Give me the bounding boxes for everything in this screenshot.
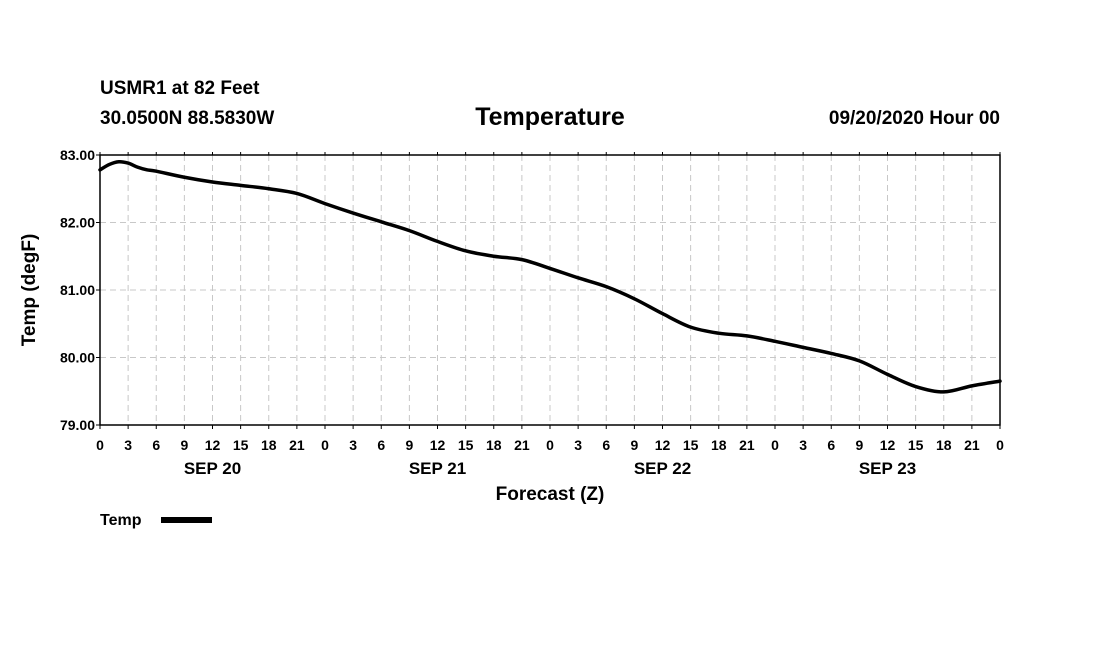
x-tick-label: 3	[799, 437, 807, 453]
x-tick-label: 15	[458, 437, 474, 453]
x-tick-label: 15	[683, 437, 699, 453]
x-tick-label: 12	[205, 437, 221, 453]
x-tick-label: 12	[880, 437, 896, 453]
x-tick-label: 6	[377, 437, 385, 453]
x-tick-label: 0	[96, 437, 104, 453]
series-line-temp	[98, 159, 1002, 394]
x-tick-label: 18	[936, 437, 952, 453]
x-tick-label: 3	[574, 437, 582, 453]
date-label: SEP 20	[184, 459, 241, 478]
x-tick-label: 9	[180, 437, 188, 453]
x-tick-label: 12	[430, 437, 446, 453]
chart-title: Temperature	[475, 103, 625, 131]
grid-lines	[100, 155, 1000, 425]
run-time-label: 09/20/2020 Hour 00	[829, 108, 1000, 129]
x-tick-label: 9	[855, 437, 863, 453]
x-tick-label: 0	[771, 437, 779, 453]
x-axis: 0 3 6 9 12 15 18 21 0 3 6 9 12 15 18 21 0 3 6 9 12 15 18 21 0 3 6 9…	[96, 152, 1004, 453]
x-tick-label: 3	[349, 437, 357, 453]
x-tick-label: 21	[739, 437, 755, 453]
x-tick-label: 18	[261, 437, 277, 453]
y-tick-label: 81.00	[60, 282, 95, 298]
x-tick-label: 21	[289, 437, 305, 453]
x-tick-label: 0	[996, 437, 1004, 453]
x-tick-label: 6	[152, 437, 160, 453]
x-axis-title: Forecast (Z)	[496, 484, 605, 505]
location-label: 30.0500N 88.5830W	[100, 108, 274, 129]
x-tick-label: 3	[124, 437, 132, 453]
date-labels: SEP 20 SEP 21 SEP 22 SEP 23	[184, 459, 916, 478]
x-tick-label: 12	[655, 437, 671, 453]
x-tick-label: 9	[405, 437, 413, 453]
x-tick-label: 0	[321, 437, 329, 453]
y-tick-label: 79.00	[60, 417, 95, 433]
x-tick-label: 9	[630, 437, 638, 453]
y-axis: 79.00 80.00 81.00 82.00 83.00	[60, 147, 100, 433]
x-tick-label: 15	[233, 437, 249, 453]
x-tick-label: 6	[602, 437, 610, 453]
y-tick-label: 82.00	[60, 215, 95, 231]
y-axis-title: Temp (degF)	[19, 234, 40, 347]
date-label: SEP 21	[409, 459, 466, 478]
legend: Temp	[100, 512, 212, 529]
x-tick-label: 6	[827, 437, 835, 453]
x-tick-label: 15	[908, 437, 924, 453]
station-label: USMR1 at 82 Feet	[100, 78, 260, 99]
y-tick-label: 80.00	[60, 350, 95, 366]
y-tick-label: 83.00	[60, 147, 95, 163]
series-group	[98, 159, 1002, 394]
date-label: SEP 22	[634, 459, 691, 478]
legend-label: Temp	[100, 512, 142, 529]
x-tick-label: 21	[514, 437, 530, 453]
x-tick-label: 18	[711, 437, 727, 453]
x-tick-label: 18	[486, 437, 502, 453]
x-tick-label: 21	[964, 437, 980, 453]
x-tick-label: 0	[546, 437, 554, 453]
date-label: SEP 23	[859, 459, 916, 478]
